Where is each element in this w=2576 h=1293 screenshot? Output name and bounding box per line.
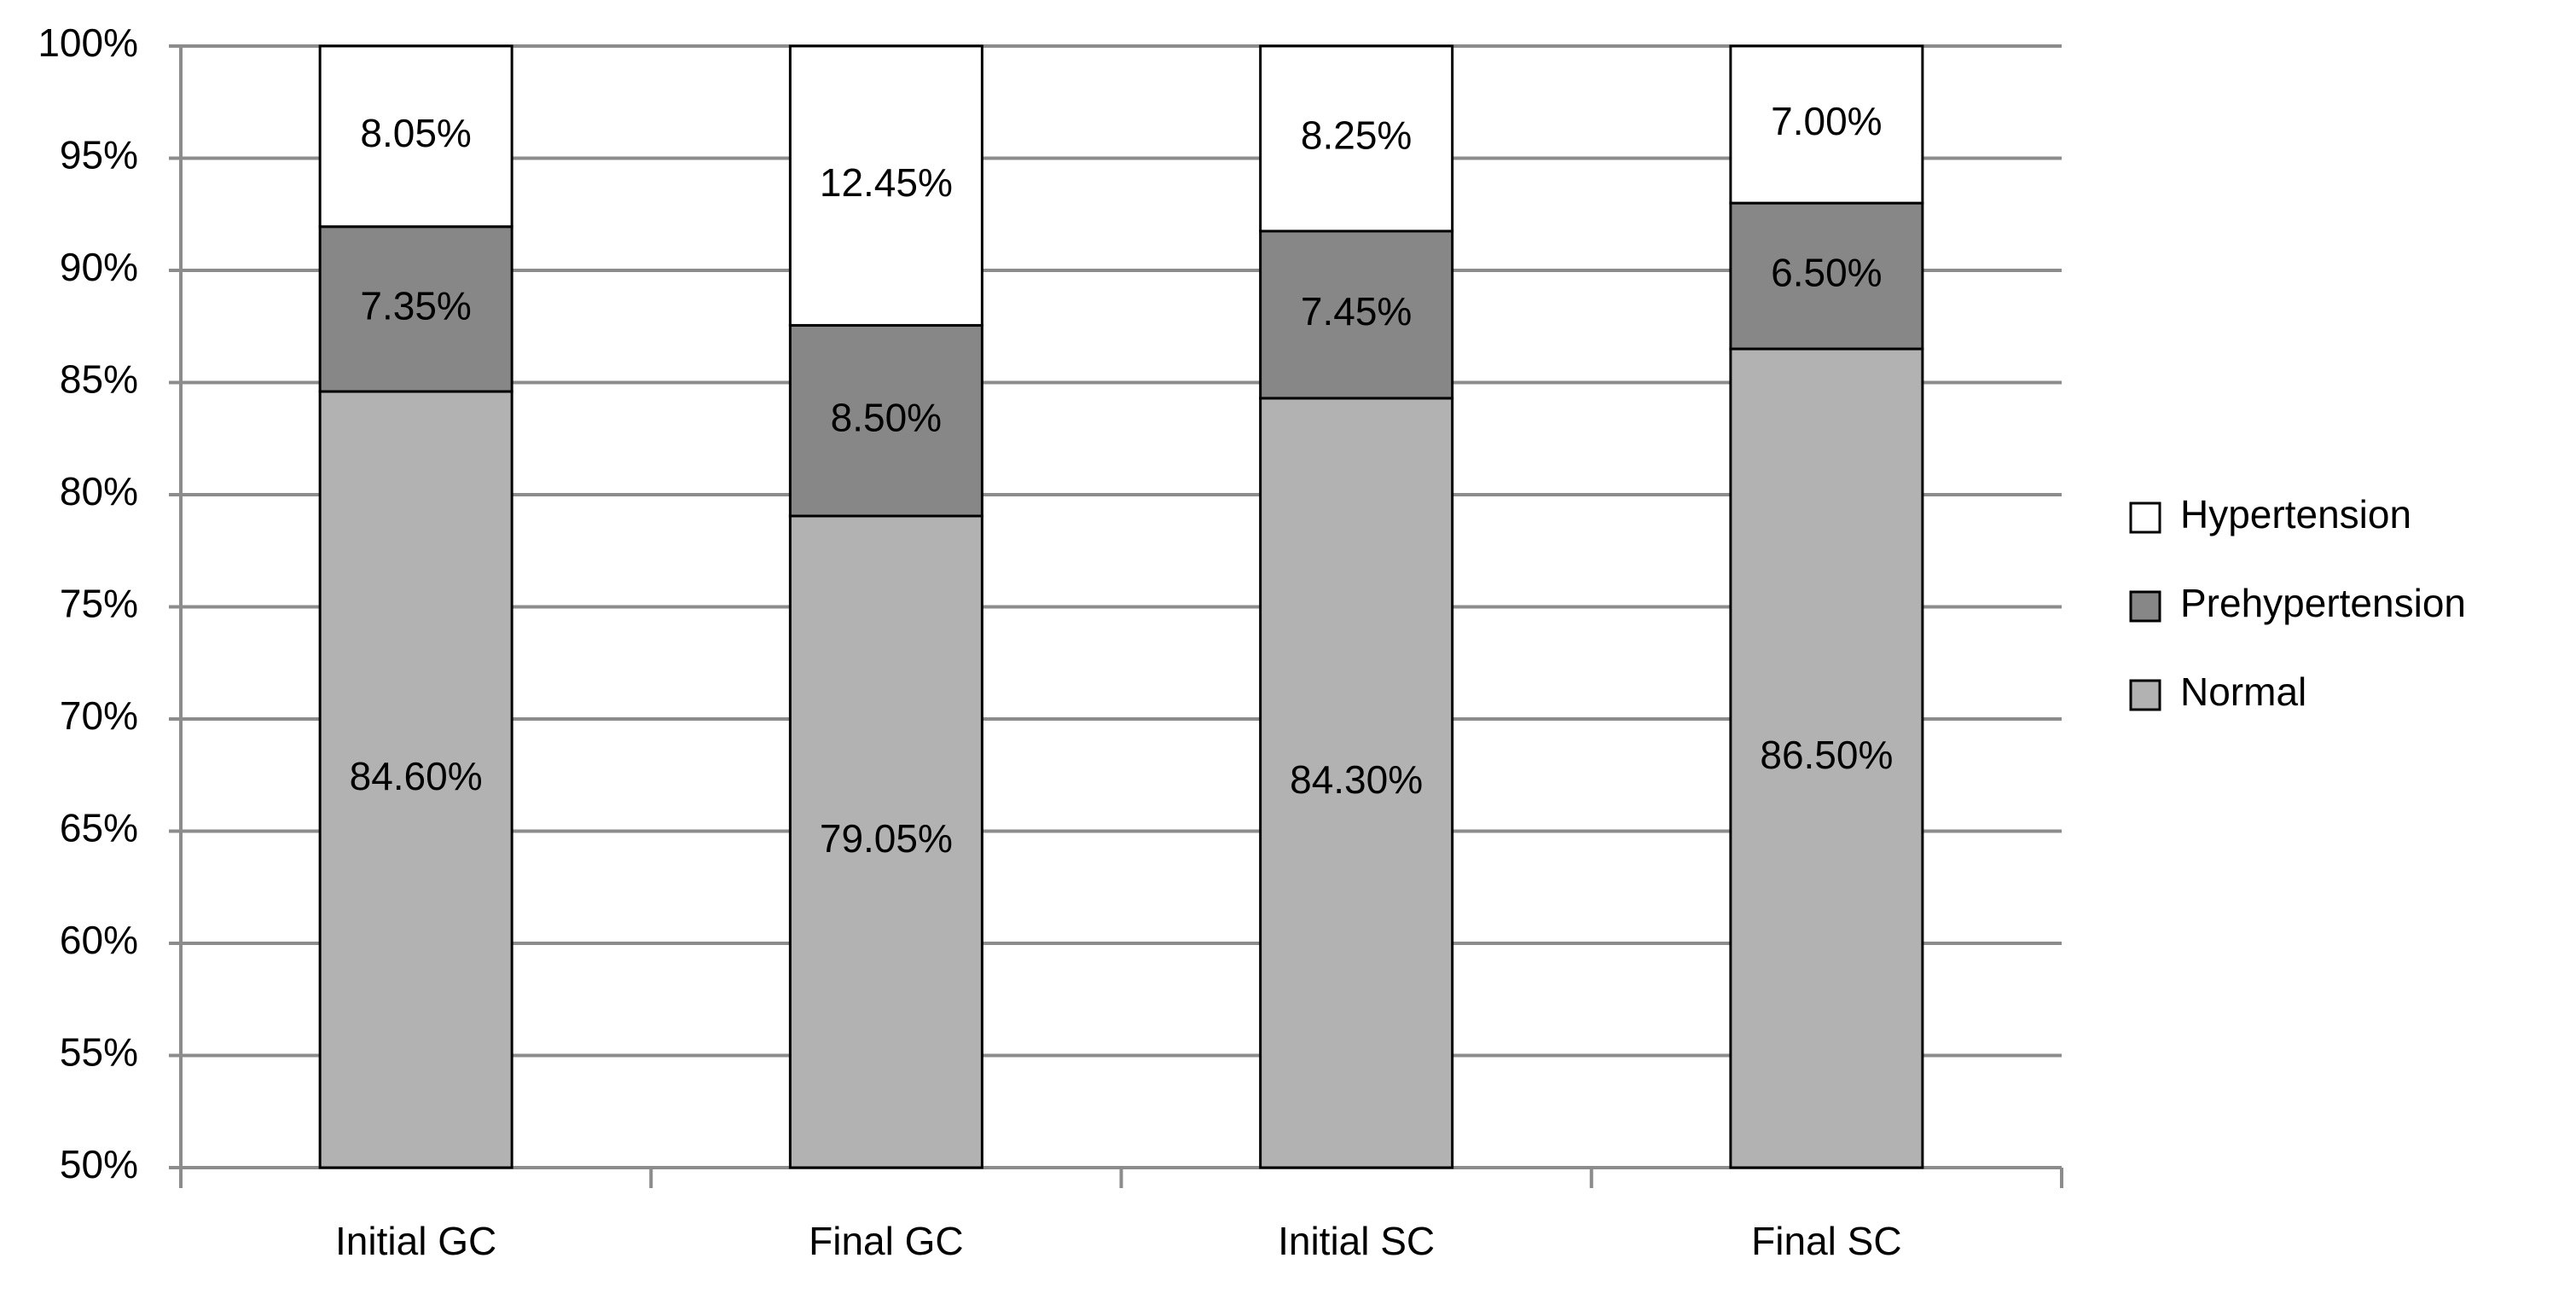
value-label: 8.50% <box>831 395 942 439</box>
y-tick-label: 65% <box>60 806 138 850</box>
bar-segment <box>1729 44 1924 205</box>
bar-segment <box>1259 44 1454 233</box>
bar-segment <box>1729 347 1924 1169</box>
legend-label: Hypertension <box>2180 492 2411 536</box>
bar-segment <box>788 44 983 327</box>
legend-swatch <box>2129 679 2161 711</box>
value-label: 8.25% <box>1301 113 1412 158</box>
value-label: 7.35% <box>360 284 471 328</box>
legend-label: Normal <box>2180 670 2306 714</box>
bar-segment <box>318 44 513 229</box>
x-tick-label: Final GC <box>809 1219 963 1263</box>
legend-swatch <box>2129 502 2161 534</box>
bar-segment <box>1729 201 1924 351</box>
value-label: 84.60% <box>350 754 483 798</box>
y-tick-label: 90% <box>60 245 138 289</box>
x-tick-label: Initial SC <box>1278 1219 1435 1263</box>
y-tick-label: 80% <box>60 469 138 513</box>
value-label: 7.45% <box>1301 289 1412 333</box>
value-label: 6.50% <box>1771 251 1882 295</box>
y-tick-label: 50% <box>60 1142 138 1186</box>
bar-segment <box>1259 229 1454 400</box>
value-label: 86.50% <box>1760 733 1893 777</box>
value-label: 12.45% <box>820 160 953 205</box>
value-label: 7.00% <box>1771 99 1882 143</box>
x-tick-label: Final SC <box>1751 1219 1901 1263</box>
bar-segment <box>318 225 513 393</box>
legend-swatch <box>2129 590 2161 623</box>
y-tick-label: 70% <box>60 693 138 738</box>
legend-label: Prehypertension <box>2180 581 2466 625</box>
value-label: 79.05% <box>820 816 953 861</box>
y-tick-label: 85% <box>60 357 138 402</box>
bar-segment <box>318 390 513 1169</box>
value-label: 84.30% <box>1290 757 1423 802</box>
x-tick-label: Initial GC <box>335 1219 496 1263</box>
value-label: 8.05% <box>360 111 471 155</box>
y-tick-label: 95% <box>60 133 138 177</box>
bar-segment <box>788 323 983 518</box>
bar-segment <box>1259 397 1454 1169</box>
y-tick-label: 55% <box>60 1030 138 1075</box>
y-tick-label: 75% <box>60 582 138 626</box>
y-tick-label: 100% <box>38 20 138 65</box>
y-tick-label: 60% <box>60 918 138 962</box>
bar-segment <box>788 514 983 1169</box>
